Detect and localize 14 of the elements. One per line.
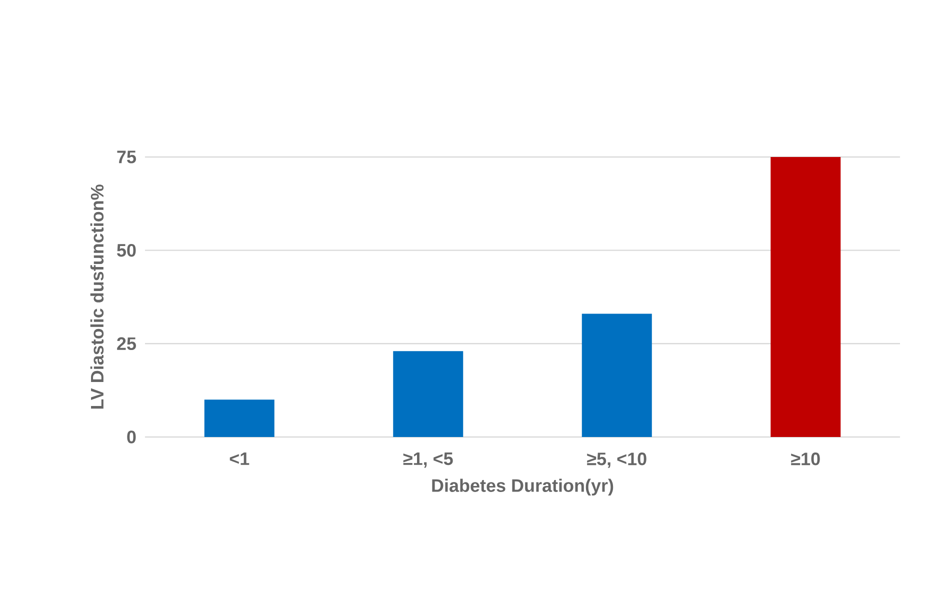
y-tick-label: 75: [117, 150, 136, 164]
bar: [582, 314, 652, 437]
x-tick-label: ≥5, <10: [587, 452, 646, 468]
bar: [770, 156, 841, 437]
x-tick-label: <1: [230, 452, 250, 465]
x-tick-label: ≥10: [791, 452, 820, 466]
y-tick-label: 25: [117, 337, 136, 350]
x-axis-title: Diabetes Duration(yr): [432, 478, 614, 496]
x-tick-label: ≥1, <5: [403, 452, 453, 468]
y-axis-title: LV Diastolic dusfunction%: [90, 184, 104, 409]
bar: [393, 351, 464, 437]
bar: [204, 400, 274, 437]
y-tick-label: 50: [117, 244, 136, 257]
y-tick-label: 0: [127, 430, 136, 444]
